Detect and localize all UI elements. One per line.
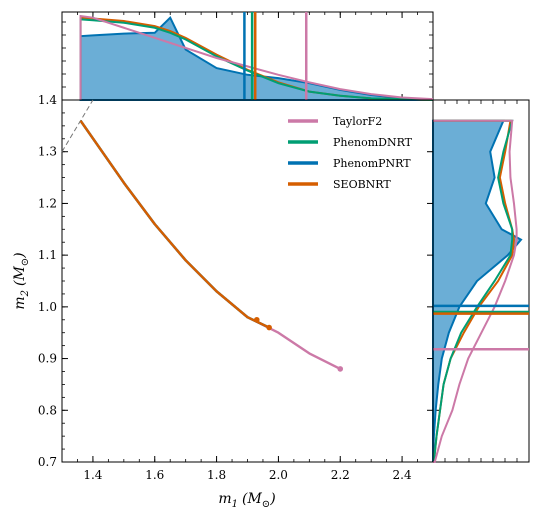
x-tick-label: 1.4 bbox=[83, 468, 102, 482]
m2-posterior-filled bbox=[432, 119, 523, 463]
equal-mass-line bbox=[61, 99, 94, 152]
legend-label: SEOBNRT bbox=[333, 178, 391, 191]
legend-label: PhenomPNRT bbox=[333, 157, 411, 170]
y-tick-label: 0.8 bbox=[38, 403, 57, 417]
joint-axis-ticks: 1.4 1.6 1.8 2.0 2.2 2.4 0.7 0.8 0.9 1.0 1.1 1.2 1.3 1… bbox=[38, 93, 434, 482]
series-line-taylorf2 bbox=[79, 120, 341, 370]
y-tick-label: 0.9 bbox=[38, 352, 57, 366]
endpoint-marker bbox=[266, 324, 272, 331]
y-tick-label: 1.3 bbox=[38, 145, 57, 159]
m1-marginal-taylorf2 bbox=[79, 14, 434, 101]
y-axis-label: m2(M⊙) bbox=[12, 252, 31, 309]
x-axis-label: m1 (M⊙) bbox=[218, 491, 275, 510]
series-line-seobnrt bbox=[79, 120, 270, 329]
x-tick-label: 1.8 bbox=[207, 468, 226, 482]
joint-panel: 1.4 1.6 1.8 2.0 2.2 2.4 0.7 0.8 0.9 1.0 1.1 1.2 1.3 1… bbox=[38, 93, 434, 482]
legend: TaylorF2 PhenomDNRT PhenomPNRT SEOBNRT bbox=[288, 115, 413, 191]
endpoint-marker bbox=[253, 316, 260, 323]
legend-label: PhenomDNRT bbox=[333, 136, 413, 149]
y-tick-label: 1.2 bbox=[38, 196, 57, 210]
m1-marginal-panel bbox=[61, 11, 434, 101]
joint-frame bbox=[61, 99, 434, 463]
y-tick-label: 1.1 bbox=[38, 248, 57, 262]
series-line-phenompnrt bbox=[79, 120, 270, 329]
m2-marginal-taylorf2 bbox=[433, 119, 518, 463]
x-tick-label: 2.4 bbox=[393, 468, 412, 482]
joint-curves bbox=[61, 99, 344, 372]
m2-marginal-curves bbox=[432, 119, 529, 463]
y-tick-label: 0.7 bbox=[38, 455, 57, 469]
m2-marginal-phenomdnrt bbox=[432, 119, 514, 463]
x-tick-label: 2.2 bbox=[331, 468, 350, 482]
y-tick-label: 1.4 bbox=[38, 93, 57, 107]
x-tick-label: 1.6 bbox=[145, 468, 164, 482]
m2-marginal-panel bbox=[432, 99, 530, 463]
m1-marginal-curves bbox=[79, 12, 434, 101]
series-line-phenomdnrt bbox=[79, 120, 270, 329]
x-tick-label: 2.0 bbox=[269, 468, 288, 482]
legend-label: TaylorF2 bbox=[333, 115, 382, 128]
y-tick-label: 1.0 bbox=[38, 300, 57, 314]
endpoint-marker bbox=[337, 366, 344, 372]
